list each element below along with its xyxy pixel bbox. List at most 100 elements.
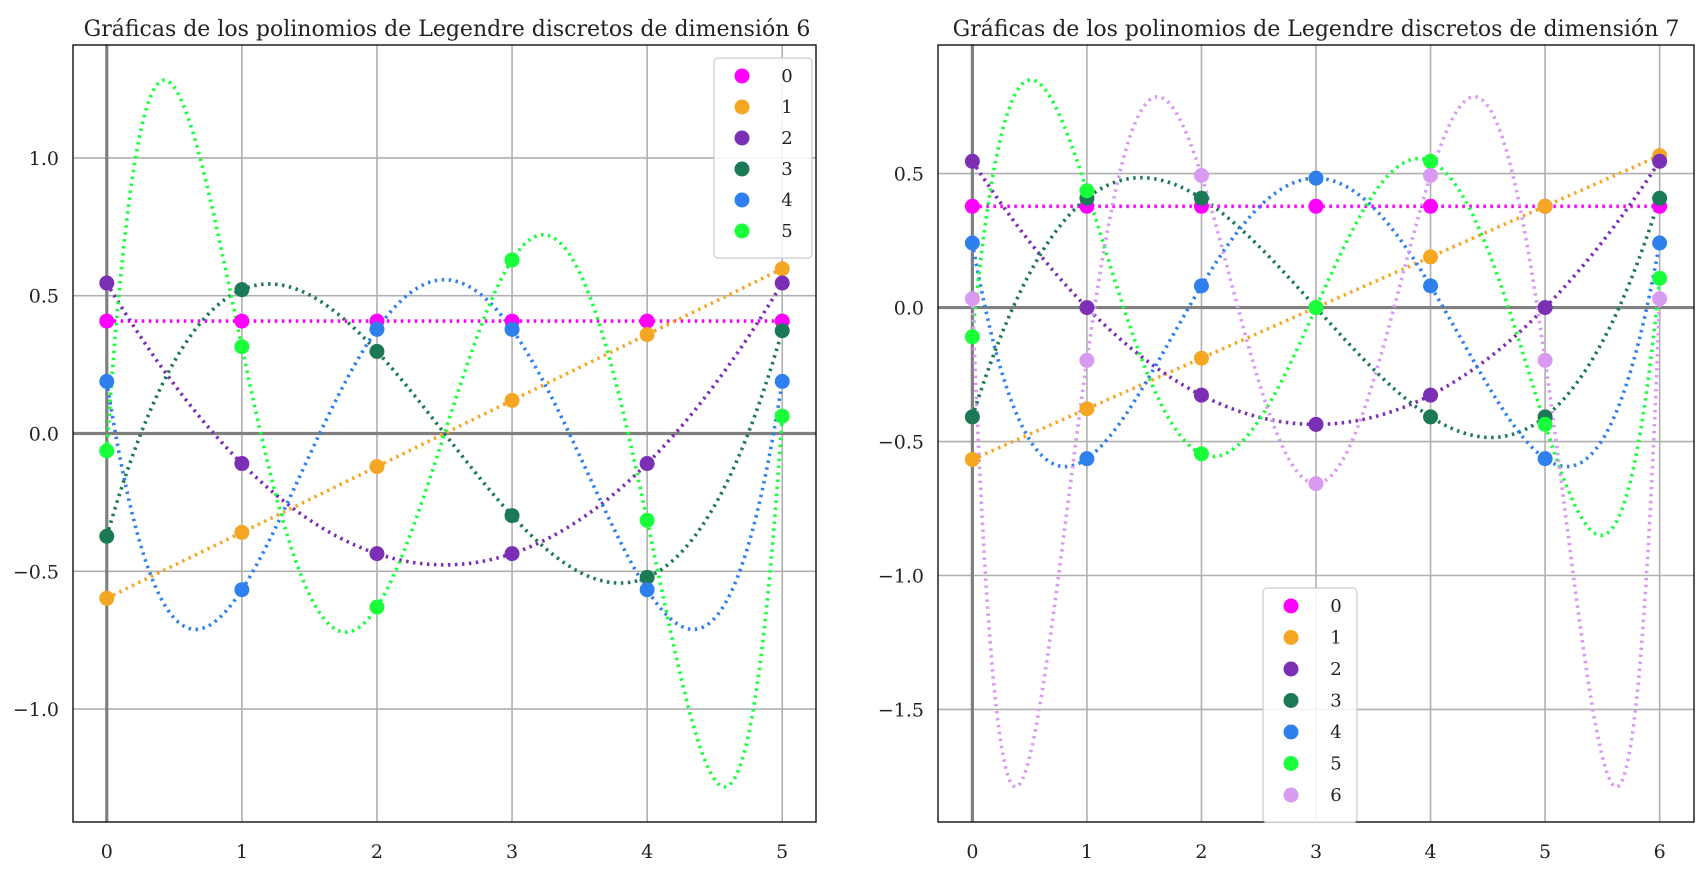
x-tick-label: 6: [1654, 841, 1666, 863]
legend-label: 4: [781, 190, 792, 211]
y-tick-label: −1.5: [878, 699, 924, 721]
legend-label: 1: [781, 97, 792, 118]
x-tick-label: 1: [236, 841, 248, 863]
data-point-0: [964, 198, 980, 214]
plot-frame: [72, 44, 817, 823]
data-point-3: [369, 343, 385, 359]
data-point-2: [964, 153, 980, 169]
data-point-4: [369, 321, 385, 337]
data-point-2: [1537, 300, 1553, 316]
legend-marker: [734, 130, 750, 146]
data-point-1: [964, 451, 980, 467]
legend-marker: [734, 223, 750, 239]
data-point-6: [1652, 291, 1668, 307]
data-point-5: [964, 329, 980, 345]
data-point-5: [774, 408, 790, 424]
data-point-4: [1308, 170, 1324, 186]
data-point-0: [99, 313, 115, 329]
legend-label: 2: [781, 128, 792, 149]
legend-label: 6: [1330, 785, 1341, 806]
legend-marker: [734, 68, 750, 84]
legend-label: 0: [781, 66, 792, 87]
legend-marker: [1283, 724, 1299, 740]
data-point-1: [99, 590, 115, 606]
data-point-0: [1423, 198, 1439, 214]
x-tick-label: 5: [1539, 841, 1551, 863]
data-point-2: [1079, 300, 1095, 316]
data-point-5: [1079, 183, 1095, 199]
data-point-4: [639, 582, 655, 598]
data-point-1: [774, 261, 790, 277]
data-point-5: [1537, 416, 1553, 432]
data-point-4: [1537, 451, 1553, 467]
legend-marker: [1283, 630, 1299, 645]
data-point-4: [1423, 278, 1439, 294]
data-point-5: [1652, 270, 1668, 286]
chart-title: Gráficas de los polinomios de Legendre d…: [84, 17, 811, 42]
data-point-3: [774, 323, 790, 339]
data-point-3: [1423, 409, 1439, 425]
data-point-4: [1652, 235, 1668, 251]
data-point-3: [504, 508, 520, 524]
data-point-1: [234, 524, 250, 540]
data-point-2: [369, 546, 385, 562]
data-point-2: [774, 275, 790, 291]
legend-marker: [1283, 787, 1299, 803]
data-point-2: [99, 275, 115, 291]
data-point-3: [1652, 190, 1668, 206]
legend-label: 1: [1330, 628, 1341, 649]
data-point-4: [964, 235, 980, 251]
x-tick-label: 2: [371, 841, 383, 863]
y-tick-label: 0.5: [29, 286, 59, 308]
series-curve-3: [105, 282, 784, 585]
data-point-1: [1193, 350, 1209, 366]
data-point-2: [504, 546, 520, 562]
y-tick-label: −1.0: [13, 699, 59, 721]
data-point-0: [1308, 198, 1324, 214]
legend-label: 4: [1330, 722, 1341, 743]
series-curve-2: [105, 282, 784, 567]
data-point-3: [1193, 190, 1209, 206]
chart-title: Gráficas de los polinomios de Legendre d…: [953, 17, 1680, 42]
legend-marker: [1283, 693, 1299, 708]
data-point-1: [639, 327, 655, 343]
x-tick-label: 3: [506, 841, 518, 863]
series-curve-4: [104, 277, 785, 632]
y-tick-label: 0.0: [894, 298, 924, 320]
x-tick-label: 0: [101, 841, 113, 863]
legend-marker: [1283, 598, 1299, 614]
y-tick-label: 1.0: [29, 148, 59, 170]
legend-marker: [1283, 661, 1299, 677]
series-curves: [104, 78, 785, 789]
legend-marker: [1283, 756, 1299, 771]
data-point-6: [1308, 476, 1324, 492]
data-point-5: [1423, 153, 1439, 169]
data-point-2: [639, 456, 655, 472]
data-point-1: [1079, 401, 1095, 417]
data-point-5: [639, 512, 655, 528]
x-tick-label: 5: [776, 841, 788, 863]
data-point-1: [504, 392, 520, 408]
legend-label: 0: [1330, 596, 1341, 617]
data-point-5: [369, 599, 385, 615]
data-point-4: [774, 373, 790, 389]
legend-label: 5: [1330, 754, 1341, 775]
data-point-0: [639, 313, 655, 329]
data-point-4: [234, 582, 250, 598]
data-point-6: [1423, 167, 1439, 183]
data-point-4: [1079, 451, 1095, 467]
data-point-0: [234, 313, 250, 329]
data-point-2: [1193, 387, 1209, 403]
series-points: [964, 148, 1668, 492]
data-point-3: [964, 409, 980, 425]
data-point-4: [504, 321, 520, 337]
data-point-6: [1079, 352, 1095, 368]
series-points: [99, 252, 790, 615]
y-tick-label: 0.5: [894, 164, 924, 186]
legend-box: [1262, 587, 1358, 824]
chart-dimension-6: Gráficas de los polinomios de Legendre d…: [13, 17, 817, 863]
data-point-3: [234, 282, 250, 298]
data-point-1: [1537, 198, 1553, 214]
data-point-2: [234, 456, 250, 472]
